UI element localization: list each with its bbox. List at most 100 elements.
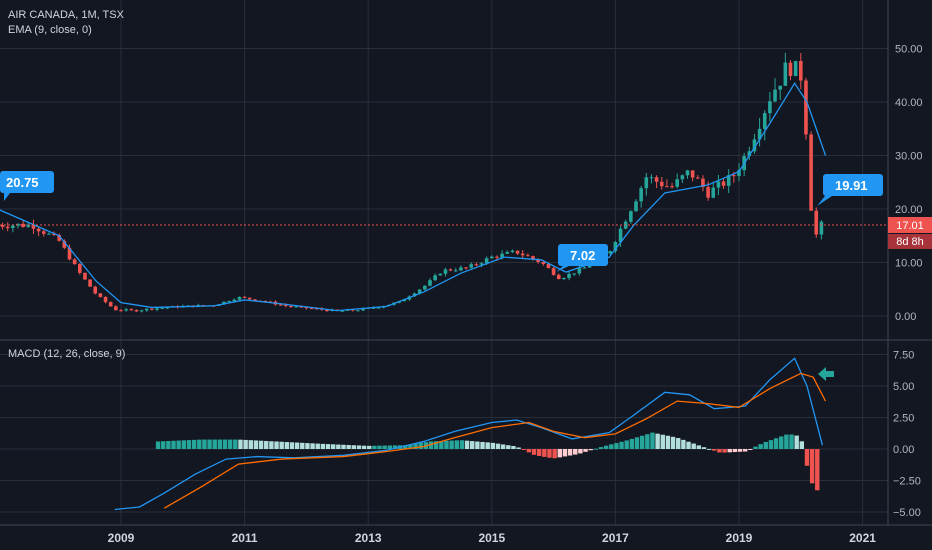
candle-body	[608, 251, 613, 254]
macd-histogram-bar	[361, 445, 367, 449]
candle-body	[757, 128, 762, 140]
candle-body	[479, 263, 484, 265]
macd-histogram-bar	[598, 447, 604, 449]
candle-body	[469, 264, 473, 268]
x-tick-label: 2021	[849, 531, 876, 545]
candle-body	[52, 233, 56, 235]
y-tick-label: 40.00	[895, 97, 923, 109]
candle-body	[768, 101, 772, 114]
macd-histogram-bar	[593, 448, 599, 450]
candle-body	[814, 210, 819, 235]
candle-body	[78, 264, 82, 273]
macd-histogram-bar	[222, 439, 228, 449]
macd-histogram-bar	[212, 439, 217, 449]
candle-body	[716, 181, 721, 188]
x-tick-label: 2009	[108, 531, 135, 545]
candle-body	[350, 309, 355, 311]
main-legend: AIR CANADA, 1M, TSX EMA (9, close, 0)	[8, 8, 124, 38]
macd-histogram-bar	[639, 435, 645, 449]
candle-body	[356, 310, 360, 312]
macd-histogram-bar	[207, 439, 212, 449]
macd-histogram-bar	[696, 445, 702, 449]
candle-body	[57, 234, 61, 241]
arrow-left-icon[interactable]	[818, 367, 834, 381]
macd-histogram-bar	[392, 445, 398, 449]
candle-body	[536, 259, 540, 263]
macd-y-tick-label: 7.50	[893, 350, 914, 362]
macd-legend[interactable]: MACD (12, 26, close, 9)	[8, 348, 126, 360]
macd-y-tick-label: 5.00	[893, 381, 914, 393]
macd-histogram-bar	[341, 444, 346, 449]
macd-histogram-bar	[573, 449, 578, 455]
candle-body	[675, 179, 679, 187]
candle-body	[253, 299, 257, 301]
macd-histogram-bar	[310, 443, 315, 449]
symbol-title[interactable]: AIR CANADA, 1M, TSX	[8, 9, 124, 21]
candle-body	[289, 306, 293, 308]
candle-body	[649, 177, 654, 179]
macd-histogram-bar	[552, 449, 557, 459]
candle-body	[134, 310, 139, 312]
macd-histogram-bar	[732, 449, 738, 453]
macd-histogram-bar	[300, 442, 305, 449]
macd-histogram-bar	[315, 443, 320, 449]
candle-body	[62, 240, 67, 248]
candle-body	[474, 264, 479, 266]
ema-legend[interactable]: EMA (9, close, 0)	[8, 24, 92, 36]
macd-histogram-bar	[536, 449, 542, 456]
macd-histogram-bar	[279, 441, 284, 449]
candle-body	[526, 255, 530, 257]
candle-body	[371, 307, 376, 309]
macd-histogram-bar	[294, 442, 300, 449]
grid-lines	[0, 0, 888, 525]
macd-histogram-bar	[547, 449, 552, 458]
x-tick-label: 2017	[602, 531, 629, 545]
macd-histogram-bar	[706, 448, 712, 450]
candle-body	[464, 267, 468, 269]
candle-body	[732, 175, 736, 177]
macd-histogram-bar	[809, 449, 815, 484]
macd-histogram-bar	[217, 439, 223, 449]
y-tick-label: 10.00	[895, 258, 923, 270]
candle-body	[799, 61, 803, 81]
candle-body	[531, 256, 535, 260]
macd-histogram-bar	[495, 443, 501, 449]
macd-histogram-bar	[531, 449, 537, 455]
candle-body	[721, 181, 726, 186]
candle-body	[26, 224, 31, 227]
macd-histogram-bar	[485, 442, 490, 449]
macd-histogram-bar	[166, 440, 171, 449]
candle-body	[505, 251, 510, 254]
candle-body	[562, 277, 566, 280]
ema-line	[0, 82, 827, 312]
macd-histogram-bar	[336, 444, 341, 449]
macd-histogram-bar	[227, 439, 233, 449]
candle-body	[144, 308, 149, 311]
macd-histogram-bar	[768, 440, 774, 449]
macd-histogram-bar	[681, 439, 686, 449]
candle-body	[654, 177, 659, 182]
macd-y-tick-label: 2.50	[893, 413, 914, 425]
candle-body	[72, 259, 77, 265]
callout-pointer	[556, 266, 569, 272]
macd-histogram-bar	[588, 449, 593, 451]
macd-histogram-bar	[325, 444, 331, 449]
candle-body	[36, 228, 41, 232]
macd-histogram-bar	[253, 440, 259, 449]
candle-body	[114, 306, 118, 311]
macd-marks	[114, 357, 827, 511]
macd-histogram-bar	[382, 445, 387, 449]
candle-body	[711, 187, 716, 198]
macd-histogram-bar	[665, 435, 671, 449]
candle-body	[139, 310, 144, 312]
macd-histogram-bar	[686, 441, 691, 449]
macd-y-tick-label: 0.00	[893, 444, 914, 456]
countdown-label	[888, 233, 932, 249]
macd-histogram-bar	[676, 438, 681, 449]
macd-histogram-bar	[815, 449, 820, 491]
macd-histogram-bar	[562, 449, 568, 457]
macd-histogram-bar	[284, 442, 290, 449]
candle-body	[5, 226, 10, 229]
candle-body	[495, 256, 499, 258]
